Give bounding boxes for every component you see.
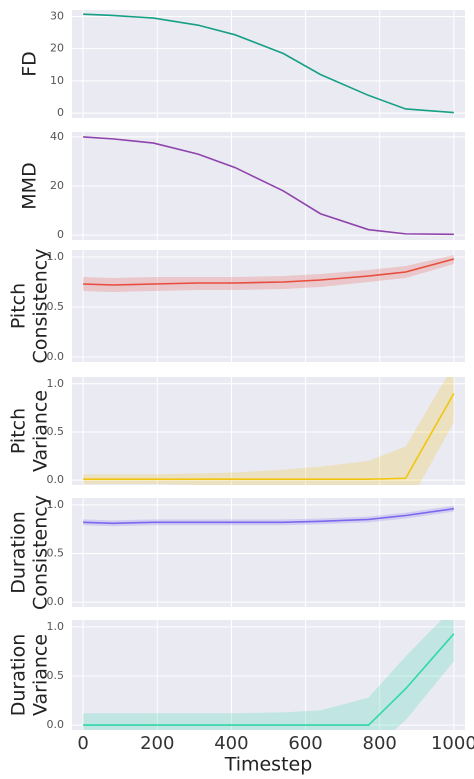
y-tick-label: 1.0 [47,498,65,511]
line [83,392,455,481]
y-tick-label: 40 [50,130,64,143]
line [83,136,454,236]
x-tick-label: 200 [140,733,174,754]
y-tick-label: 0.5 [47,669,65,682]
y-tick-label: 0.0 [47,718,65,731]
y-axis-label: Consistency [30,495,52,610]
y-tick-label: 0.0 [47,473,65,486]
plot-area [83,505,454,527]
y-tick-label: 1.0 [47,620,65,633]
error-band [83,377,454,485]
x-tick-label: 600 [288,733,322,754]
plot-area [83,377,455,485]
y-axis-label: Pitch [8,408,30,454]
error-band [83,620,454,730]
y-tick-label: 0.5 [47,425,65,438]
y-axis-label: FD [19,51,41,77]
y-tick-label: 0.5 [47,300,65,313]
y-axis-label: Consistency [30,249,52,364]
y-tick-label: 20 [50,179,64,192]
x-tick-label: 400 [214,733,248,754]
y-tick-label: 0.5 [47,546,65,559]
plot-background [72,620,465,730]
y-tick-label: 30 [50,9,64,22]
x-tick-label: 0 [77,733,88,754]
y-axis-label: Pitch [8,283,30,329]
error-band [83,505,454,527]
subplot: 0.0 0.5 1.0 Pitch Consistency [8,249,465,364]
plot-area [83,620,455,730]
line [83,633,455,726]
plot-area [83,136,454,236]
y-axis-label: Variance [30,390,52,472]
subplot: 0 10 20 30 FD [19,9,465,119]
y-axis-label: Variance [30,634,52,716]
plot-background [72,377,465,485]
y-tick-label: 1.0 [47,377,65,390]
x-tick-label: 800 [363,733,397,754]
plot-area [83,255,455,292]
plot-background [72,250,465,362]
y-tick-label: 1.0 [47,250,65,263]
y-axis-label: Duration [8,511,30,594]
y-axis-label: Duration [8,634,30,717]
y-tick-label: 0 [57,228,64,241]
subplot: 0 20 40 MMD [19,130,465,241]
subplot: 0 200 400 600 800 1000 0.0 0.5 1.0 Duration Varian… [8,620,474,776]
y-tick-label: 0.0 [47,595,65,608]
x-tick-label: 1000 [431,733,474,754]
y-tick-label: 10 [50,74,64,87]
subplot: 0.0 0.5 1.0 Pitch Variance [8,377,465,486]
line [83,258,455,286]
plot-background [72,10,465,118]
subplot: 0.0 0.5 1.0 Duration Consistency [8,495,465,610]
y-tick-label: 0.0 [47,350,65,363]
line [83,507,454,525]
y-axis-label: MMD [19,162,41,209]
line [83,13,454,114]
plot-area [83,13,454,114]
y-tick-label: 0 [57,106,64,119]
x-axis-label: Timestep [224,754,313,776]
y-tick-label: 20 [50,42,64,55]
